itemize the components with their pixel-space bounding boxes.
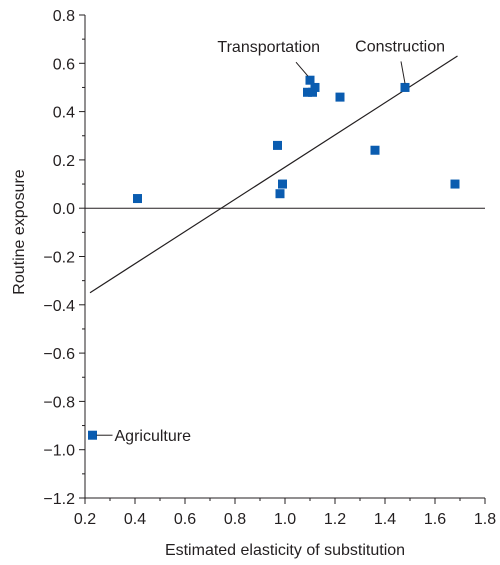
data-point [303, 87, 312, 97]
data-point [370, 145, 380, 155]
data-point [335, 92, 345, 102]
fit-line [89, 55, 458, 294]
data-point [310, 82, 320, 92]
y-axis-title: Routine exposure [11, 169, 28, 295]
x-tick-label: 1.0 [274, 511, 296, 528]
y-tick-label: 0.0 [53, 201, 75, 218]
data-point [400, 82, 410, 92]
x-tick-label: 1.8 [474, 511, 496, 528]
annotation-label: Transportation [217, 39, 320, 56]
data-point [278, 179, 287, 189]
data-points [88, 75, 460, 440]
x-tick-label: 0.6 [174, 511, 196, 528]
data-point [450, 179, 460, 189]
y-tick-label: 0.4 [53, 105, 75, 122]
x-tick-label: 1.6 [424, 511, 446, 528]
x-axis-ticks: 0.2 0.4 0.6 0.8 1.0 1.2 1.4 1.6 1.8 [74, 498, 496, 528]
data-point [305, 75, 315, 85]
annotation-label: Agriculture [115, 428, 192, 445]
y-tick-label: −0.4 [43, 298, 75, 315]
annotation-leader [295, 61, 309, 77]
y-tick-label: −1.0 [43, 443, 75, 460]
x-tick-label: 0.4 [124, 511, 146, 528]
data-point [275, 189, 285, 199]
y-tick-label: −0.6 [43, 346, 75, 363]
data-point [133, 194, 142, 204]
plot-area [84, 15, 485, 499]
x-tick-label: 1.4 [374, 511, 396, 528]
annotation-leader [400, 61, 406, 84]
y-tick-label: 0.8 [53, 8, 75, 25]
x-tick-label: 0.2 [74, 511, 96, 528]
point-annotations: Agriculture Transportation Construction [96, 38, 445, 445]
y-axis-ticks: −1.2 −1.0 −0.8 −0.6 −0.4 −0.2 0.0 0.2 0.4 0.6 0.8 [43, 8, 85, 508]
y-tick-label: −0.2 [43, 250, 75, 267]
x-tick-label: 0.8 [224, 511, 246, 528]
annotation-label: Construction [355, 38, 445, 55]
data-point [308, 87, 317, 97]
x-axis-title: Estimated elasticity of substitution [165, 542, 405, 559]
y-tick-label: −1.2 [43, 491, 75, 508]
y-tick-label: −0.8 [43, 394, 75, 411]
data-point [273, 140, 282, 150]
y-tick-label: 0.6 [53, 56, 75, 73]
y-tick-label: 0.2 [53, 153, 75, 170]
x-tick-label: 1.2 [324, 511, 346, 528]
data-point [88, 430, 97, 440]
